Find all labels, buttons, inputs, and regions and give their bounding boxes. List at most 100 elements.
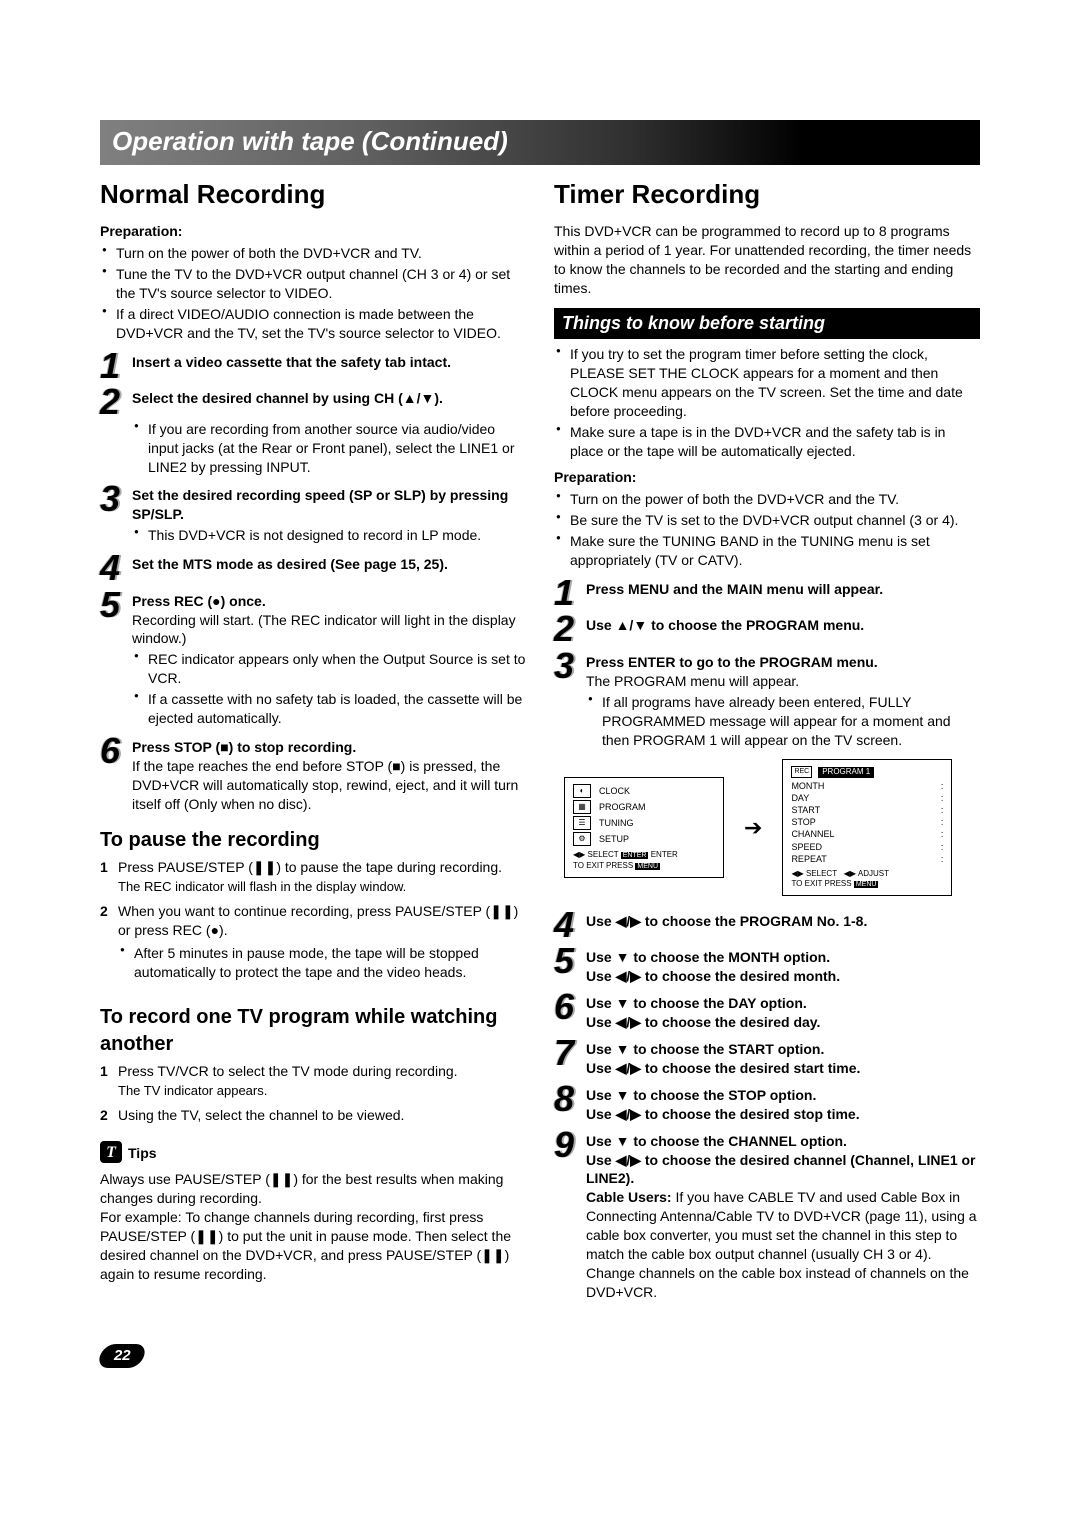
step-number: 9 <box>554 1130 580 1302</box>
setup-icon: ⚙ <box>573 832 591 846</box>
list-item: Make sure the TUNING BAND in the TUNING … <box>556 532 980 570</box>
menu-item: PROGRAM <box>599 801 646 813</box>
know-band: Things to know before starting <box>554 308 980 339</box>
step-text: Use ◀/▶ to choose the PROGRAM No. 1-8. <box>586 913 867 929</box>
step-number: 1 <box>554 578 580 609</box>
prog-line: STOP <box>791 816 815 828</box>
list-num: 1 <box>100 858 118 896</box>
know-list: If you try to set the program timer befo… <box>554 345 980 460</box>
list-after: The REC indicator will flash in the disp… <box>118 879 406 894</box>
tuning-icon: ☰ <box>573 816 591 830</box>
prog-line: START <box>791 804 820 816</box>
right-title: Timer Recording <box>554 177 980 212</box>
columns: Normal Recording Preparation: Turn on th… <box>100 173 980 1304</box>
step-number: 5 <box>554 946 580 986</box>
rstep-3: 3 Press ENTER to go to the PROGRAM menu.… <box>554 651 980 691</box>
left-prep-label: Preparation: <box>100 222 526 241</box>
list-item: Be sure the TV is set to the DVD+VCR out… <box>556 511 980 530</box>
step-5: 5 Press REC (●) once. Recording will sta… <box>100 590 526 649</box>
step-text: Press MENU and the MAIN menu will appear… <box>586 581 883 597</box>
step-6: 6 Press STOP (■) to stop recording. If t… <box>100 736 526 814</box>
tips-label: Tips <box>128 1144 157 1163</box>
step-number: 6 <box>554 992 580 1032</box>
prog-line: MONTH <box>791 780 824 792</box>
step-text: Select the desired channel by using CH (… <box>132 390 443 406</box>
step-number: 3 <box>100 484 126 524</box>
page-number: 22 <box>114 1346 131 1366</box>
step-text: Use ▼ to choose the DAY option. Use ◀/▶ … <box>586 995 820 1030</box>
step-text: Press REC (●) once. <box>132 593 266 609</box>
step-text: Use ▼ to choose the CHANNEL option. Use … <box>586 1133 976 1187</box>
list-text: Press PAUSE/STEP (❚❚) to pause the tape … <box>118 859 502 875</box>
step-plain: Cable Users: If you have CABLE TV and us… <box>586 1189 977 1299</box>
tips-body: Always use PAUSE/STEP (❚❚) for the best … <box>100 1170 526 1283</box>
step-number: 4 <box>554 910 580 941</box>
menu-footer-badge: MENU <box>635 863 660 870</box>
left-prep-list: Turn on the power of both the DVD+VCR an… <box>100 244 526 342</box>
pause-title: To pause the recording <box>100 827 526 854</box>
rstep-7: 7 Use ▼ to choose the START option. Use … <box>554 1038 980 1078</box>
step-2: 2 Select the desired channel by using CH… <box>100 387 526 418</box>
program-bar: PROGRAM 1 <box>818 767 874 778</box>
step-number: 6 <box>100 736 126 814</box>
menu-footer-badge: ENTER <box>621 852 649 859</box>
step-text: Use ▼ to choose the STOP option. Use ◀/▶… <box>586 1087 860 1122</box>
right-prep-list: Turn on the power of both the DVD+VCR an… <box>554 490 980 570</box>
step-number: 2 <box>554 614 580 645</box>
step-number: 4 <box>100 553 126 584</box>
step-number: 5 <box>100 590 126 649</box>
rstep-8: 8 Use ▼ to choose the STOP option. Use ◀… <box>554 1084 980 1124</box>
list-item: After 5 minutes in pause mode, the tape … <box>120 944 526 982</box>
step-plain: If the tape reaches the end before STOP … <box>132 758 518 812</box>
list-item: If you try to set the program timer befo… <box>556 345 980 421</box>
program-menu-box: REC PROGRAM 1 MONTH: DAY: START: STOP: C… <box>782 759 952 895</box>
menu-footer: TO EXIT PRESS <box>573 861 633 870</box>
arrow-right-icon: ➔ <box>744 813 762 843</box>
menu-footer: ENTER <box>651 850 678 859</box>
step-number: 1 <box>100 351 126 382</box>
list-item: REC indicator appears only when the Outp… <box>134 650 526 688</box>
menu-item: CLOCK <box>599 785 630 797</box>
rstep-5: 5 Use ▼ to choose the MONTH option. Use … <box>554 946 980 986</box>
list-item: If a cassette with no safety tab is load… <box>134 690 526 728</box>
list-item: If a direct VIDEO/AUDIO connection is ma… <box>102 305 526 343</box>
pause-list: 1 Press PAUSE/STEP (❚❚) to pause the tap… <box>100 858 526 989</box>
step-1: 1 Insert a video cassette that the safet… <box>100 351 526 382</box>
rec-badge: REC <box>791 766 812 777</box>
menu-item: SETUP <box>599 833 629 845</box>
list-item: If all programs have already been entere… <box>588 693 980 750</box>
tips-row: T Tips <box>100 1138 526 1166</box>
prog-line: CHANNEL <box>791 828 834 840</box>
prog-line: DAY <box>791 792 809 804</box>
clock-icon: ◐ <box>573 784 591 798</box>
menu-footer-badge: MENU <box>854 881 879 888</box>
menu-footer: ◀▶ ADJUST <box>844 869 889 878</box>
list-text: Press TV/VCR to select the TV mode durin… <box>118 1063 458 1079</box>
step-text: Use ▼ to choose the MONTH option. Use ◀/… <box>586 949 840 984</box>
menu-footer: ◀▶ SELECT <box>791 869 837 878</box>
step-text: Press STOP (■) to stop recording. <box>132 739 356 755</box>
step-text: Set the MTS mode as desired (See page 15… <box>132 556 448 572</box>
list-item: Tune the TV to the DVD+VCR output channe… <box>102 265 526 303</box>
rstep-1: 1 Press MENU and the MAIN menu will appe… <box>554 578 980 609</box>
step-text: Press ENTER to go to the PROGRAM menu. <box>586 654 878 670</box>
list-num: 2 <box>100 902 118 990</box>
list-item: This DVD+VCR is not designed to record i… <box>134 526 526 545</box>
page-number-row: 22 <box>100 1344 980 1368</box>
step-number: 3 <box>554 651 580 691</box>
prog-line: SPEED <box>791 841 822 853</box>
right-intro: This DVD+VCR can be programmed to record… <box>554 222 980 298</box>
step-text: Use ▼ to choose the START option. Use ◀/… <box>586 1041 860 1076</box>
step-number: 8 <box>554 1084 580 1124</box>
page-header: Operation with tape (Continued) <box>100 120 980 165</box>
step-3: 3 Set the desired recording speed (SP or… <box>100 484 526 524</box>
list-text: When you want to continue recording, pre… <box>118 903 518 938</box>
left-title: Normal Recording <box>100 177 526 212</box>
rstep-2: 2 Use ▲/▼ to choose the PROGRAM menu. <box>554 614 980 645</box>
list-num: 2 <box>100 1106 118 1125</box>
page-number-badge: 22 <box>96 1344 148 1368</box>
prog-line: REPEAT <box>791 853 826 865</box>
watch-title: To record one TV program while watching … <box>100 1004 526 1058</box>
right-column: Timer Recording This DVD+VCR can be prog… <box>554 173 980 1304</box>
step-text: Use ▲/▼ to choose the PROGRAM menu. <box>586 617 864 633</box>
